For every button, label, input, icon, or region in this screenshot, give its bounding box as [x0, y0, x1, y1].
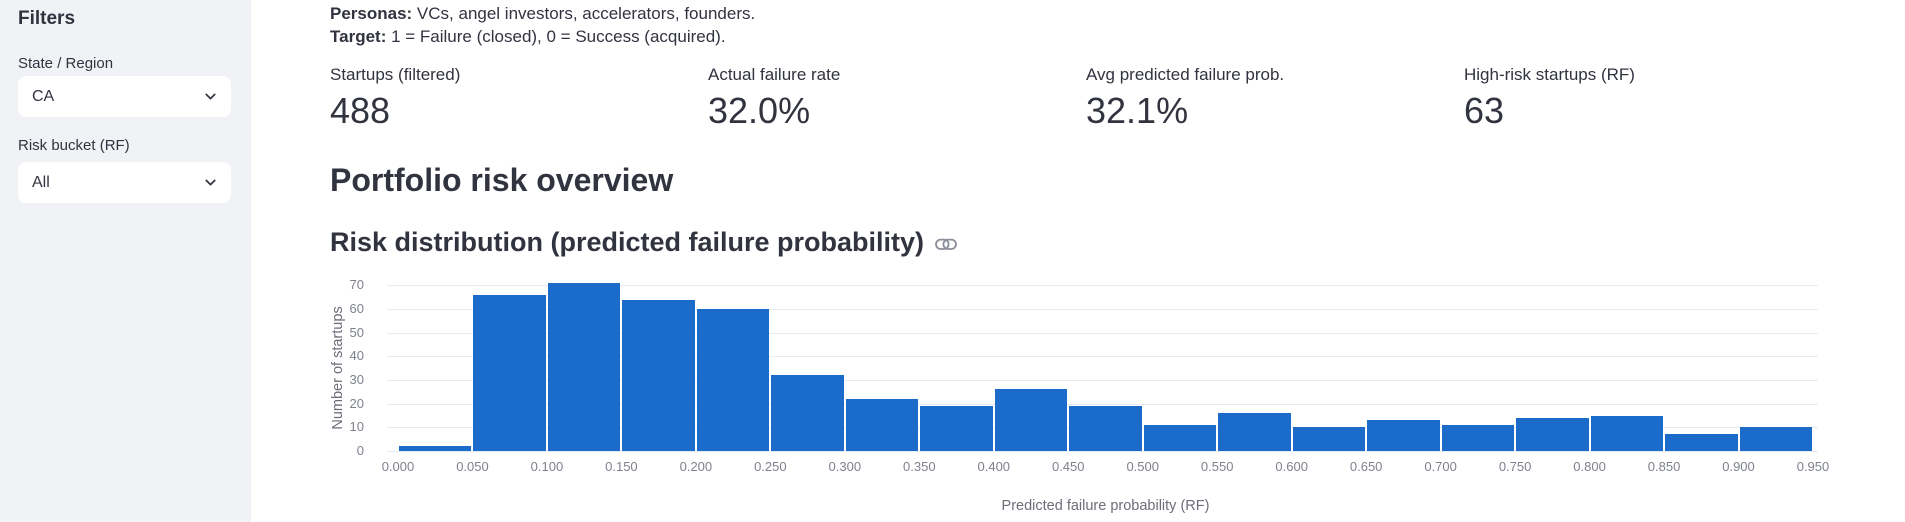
metric-avg-predicted-failure-prob: Avg predicted failure prob. 32.1% [1086, 64, 1464, 134]
risk-bucket-label: Risk bucket (RF) [18, 137, 130, 154]
x-tick-label: 0.300 [828, 459, 862, 474]
metric-label: High-risk startups (RF) [1464, 65, 1635, 84]
risk-distribution-histogram: 0 10 20 30 40 50 60 70 0.000 0.050 0.100 0.150 0.200… [330, 268, 1850, 522]
target-label: Target: [330, 27, 387, 46]
state-region-label: State / Region [18, 55, 114, 72]
histogram-bar [994, 389, 1068, 451]
y-tick-label: 20 [349, 395, 364, 411]
y-gridline [387, 309, 1818, 311]
histogram-bar [1665, 434, 1738, 451]
histogram-bar [1143, 424, 1217, 451]
chart-heading-text: Risk distribution (predicted failure pro… [330, 227, 925, 257]
histogram-bar [473, 294, 546, 451]
y-tick-label: 30 [349, 372, 364, 387]
histogram-bar [920, 406, 993, 451]
target-text: 1 = Failure (closed), 0 = Success (acqui… [386, 27, 726, 46]
x-tick-label: 0.050 [456, 459, 489, 474]
x-tick-label: 0.250 [754, 459, 787, 474]
y-gridline [387, 332, 1818, 334]
x-tick-label: 0.500 [1126, 459, 1159, 474]
y-tick-label: 0 [356, 443, 364, 458]
metric-value: 63 [1464, 90, 1505, 131]
x-tick-label: 0.450 [1051, 459, 1085, 474]
x-tick-label: 0.850 [1647, 459, 1681, 474]
metric-value: 488 [330, 90, 391, 131]
histogram-bar [845, 398, 919, 451]
y-gridline [387, 356, 1818, 358]
y-tick-label: 60 [349, 301, 364, 317]
metric-label: Avg predicted failure prob. [1086, 65, 1285, 84]
histogram-bar [1516, 417, 1589, 451]
sidebar: Filters State / Region CA Risk bucket (R… [0, 0, 251, 522]
personas-label: Personas: [330, 4, 413, 23]
x-tick-label: 0.900 [1722, 459, 1755, 474]
chevron-down-icon [202, 88, 219, 105]
histogram-bar [1441, 424, 1515, 451]
x-tick-label: 0.550 [1200, 459, 1234, 474]
risk-bucket-select[interactable]: All [18, 162, 231, 203]
y-gridline [387, 285, 1818, 287]
metric-value: 32.1% [1086, 90, 1189, 131]
link-icon[interactable] [935, 238, 957, 251]
x-tick-label: 0.600 [1275, 459, 1308, 474]
personas-line: Personas: VCs, angel investors, accelera… [330, 2, 755, 25]
state-region-select[interactable]: CA [18, 76, 231, 117]
y-gridline [387, 451, 1818, 452]
x-tick-label: 0.800 [1573, 459, 1606, 474]
x-tick-label: 0.700 [1424, 459, 1457, 474]
risk-bucket-value: All [32, 173, 50, 191]
histogram-bar [1069, 406, 1142, 451]
chart-heading: Risk distribution (predicted failure pro… [330, 226, 957, 259]
histogram-bar [622, 299, 695, 451]
sidebar-title: Filters [18, 8, 76, 29]
x-axis-title: Predicted failure probability (RF) [1001, 498, 1210, 514]
metric-label: Actual failure rate [708, 65, 841, 84]
histogram-bar [696, 309, 770, 451]
metric-label: Startups (filtered) [330, 65, 461, 84]
metric-actual-failure-rate: Actual failure rate 32.0% [708, 64, 1086, 134]
metric-value: 32.0% [708, 90, 811, 131]
y-tick-label: 50 [349, 324, 364, 340]
section-title: Portfolio risk overview [330, 162, 674, 198]
histogram-bar [771, 375, 844, 451]
histogram-bar [1218, 413, 1291, 451]
y-gridline [387, 403, 1818, 405]
x-tick-label: 0.400 [977, 459, 1011, 474]
histogram-bar [1590, 415, 1664, 451]
y-tick-label: 10 [349, 419, 364, 435]
histogram-bar [1292, 427, 1366, 451]
metric-startups-filtered: Startups (filtered) 488 [330, 64, 708, 134]
histogram-bar [1739, 427, 1812, 451]
main-content: Personas: VCs, angel investors, accelera… [251, 0, 1905, 522]
y-gridline [387, 380, 1818, 381]
state-region-value: CA [32, 87, 55, 105]
y-tick-label: 70 [349, 277, 364, 293]
histogram-bar [399, 446, 472, 451]
x-tick-label: 0.750 [1498, 459, 1532, 474]
target-line: Target: 1 = Failure (closed), 0 = Succes… [330, 25, 755, 48]
chevron-down-icon [202, 174, 219, 191]
x-tick-label: 0.000 [381, 459, 415, 474]
x-tick-label: 0.150 [605, 459, 638, 474]
histogram-bar [1367, 420, 1440, 451]
x-tick-label: 0.350 [903, 459, 936, 474]
personas-text: VCs, angel investors, accelerators, foun… [412, 4, 756, 23]
x-tick-label: 0.950 [1796, 459, 1830, 474]
x-tick-label: 0.100 [530, 459, 564, 474]
x-tick-label: 0.650 [1349, 459, 1383, 474]
x-tick-label: 0.200 [679, 459, 713, 474]
histogram-bar [547, 283, 621, 451]
intro-text: Personas: VCs, angel investors, accelera… [330, 2, 755, 48]
y-tick-label: 40 [349, 348, 364, 364]
metric-high-risk-startups: High-risk startups (RF) 63 [1464, 64, 1842, 134]
y-axis-title: Number of startups [330, 306, 346, 430]
